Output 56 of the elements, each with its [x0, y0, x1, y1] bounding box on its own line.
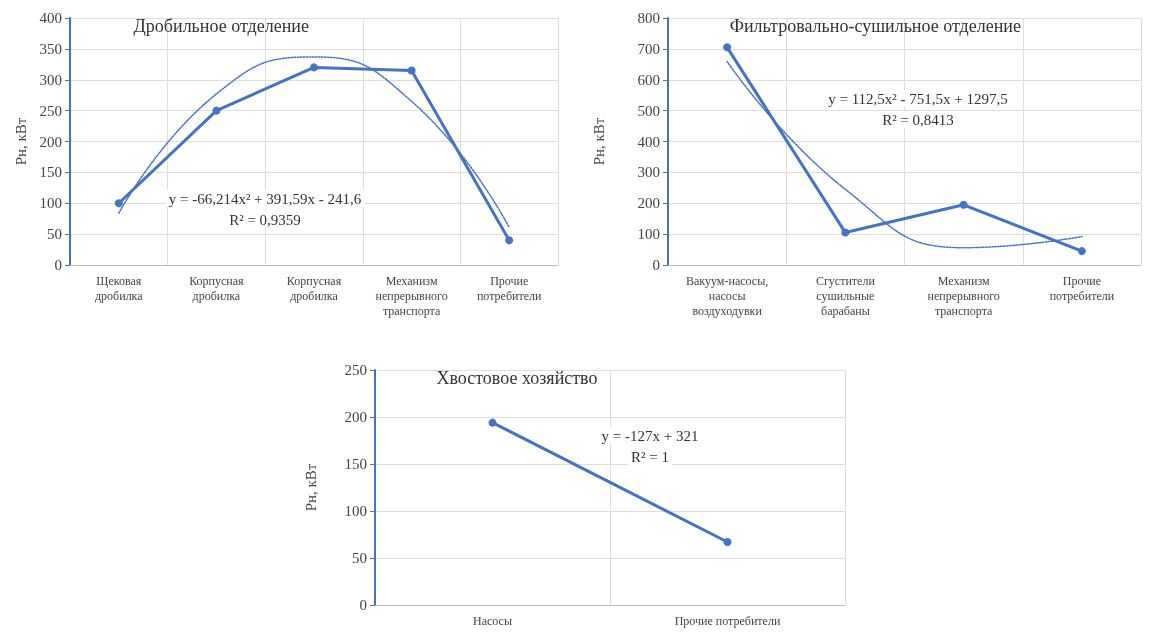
annotation: R² = 0,9359	[229, 211, 301, 228]
point	[407, 66, 416, 75]
y-tick-label: 50	[47, 226, 62, 243]
x-tick-label: Корпусная дробилка	[189, 273, 245, 303]
y-tick-label: 0	[359, 597, 367, 613]
x-tick-label: Механизм непрерывного транспорта	[927, 273, 1000, 318]
annotation: R² = 1	[631, 448, 669, 465]
point	[114, 199, 123, 208]
y-axis-title: Рн, кВт	[12, 117, 29, 166]
y-tick-label: 500	[637, 102, 660, 119]
point	[1077, 247, 1086, 256]
y-tick-label: 0	[54, 257, 62, 273]
y-tick-label: 300	[637, 164, 660, 181]
x-tick-label: Сгустители сушильные барабаны	[815, 273, 876, 318]
y-tick-label: 400	[637, 133, 660, 150]
y-tick-label: 200	[637, 195, 660, 212]
x-tick-label: Прочие потребители	[674, 613, 781, 628]
y-axis-title: Рн, кВт	[302, 463, 319, 512]
annotation: y = 112,5x² - 751,5x + 1297,5	[828, 90, 1008, 107]
point	[310, 63, 318, 72]
point	[723, 43, 732, 52]
y-tick-label: 200	[344, 409, 367, 425]
chart-title: Дробильное отделение	[133, 16, 309, 36]
x-tick-label: Щековая дробилка	[95, 273, 144, 303]
x-tick-label: Механизм непрерывного транспорта	[375, 273, 448, 318]
y-tick-label: 100	[39, 195, 62, 212]
x-tick-label: Прочие потребители	[476, 273, 543, 303]
point	[841, 228, 850, 237]
y-tick-label: 200	[39, 133, 62, 150]
point	[959, 200, 968, 209]
point	[212, 106, 221, 115]
y-tick-label: 100	[344, 503, 367, 519]
y-tick-label: 700	[637, 40, 660, 57]
y-tick-label: 400	[39, 10, 62, 26]
y-tick-label: 300	[39, 71, 62, 88]
x-tick-label: Вакуум-насосы, насосы воздуходувки	[686, 273, 769, 318]
x-tick-label: Прочие потребители	[1049, 273, 1115, 303]
annotation: y = -66,214x² + 391,59x - 241,6	[168, 190, 362, 207]
point	[505, 236, 514, 245]
y-tick-label: 100	[637, 226, 660, 243]
y-tick-label: 350	[39, 40, 62, 57]
y-axis-title: Рн, кВт	[590, 117, 607, 166]
x-tick-label: Корпусная дробилка	[286, 273, 342, 303]
y-tick-label: 250	[344, 362, 367, 378]
y-tick-label: 600	[637, 71, 660, 88]
annotation: y = -127x + 321	[601, 427, 699, 444]
y-tick-label: 250	[39, 102, 62, 119]
y-tick-label: 150	[344, 456, 367, 472]
x-tick-label: Насосы	[472, 613, 513, 628]
y-tick-label: 50	[352, 550, 367, 566]
annotation: R² = 0,8413	[882, 111, 954, 128]
chart-title: Фильтровально-сушильное отделение	[729, 16, 1021, 36]
y-tick-label: 0	[652, 257, 660, 273]
chart-title: Хвостовое хозяйство	[436, 368, 598, 388]
y-tick-label: 150	[39, 164, 62, 181]
y-tick-label: 800	[637, 10, 660, 26]
